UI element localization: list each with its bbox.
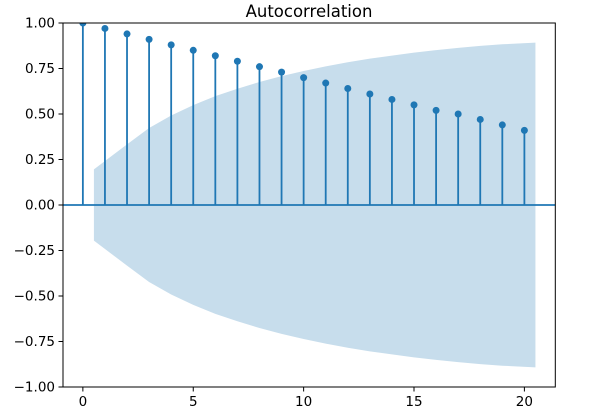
marker-lag-7	[233, 57, 241, 65]
y-tick-label: 0.25	[25, 152, 55, 168]
marker-lag-2	[123, 30, 131, 38]
marker-lag-11	[322, 79, 330, 87]
y-tick-label: 0.75	[25, 61, 55, 77]
marker-lag-12	[344, 85, 352, 93]
y-tick-label: −0.25	[14, 243, 55, 259]
marker-lag-5	[189, 46, 197, 54]
x-tick-label: 5	[189, 394, 198, 410]
marker-lag-9	[278, 68, 286, 76]
x-tick-label: 10	[295, 394, 312, 410]
marker-lag-10	[300, 74, 308, 82]
acf-markers	[79, 23, 528, 134]
marker-lag-15	[410, 101, 418, 109]
marker-lag-4	[167, 41, 175, 49]
x-axis-ticks: 0 5 10 15 20	[79, 387, 533, 410]
marker-lag-16	[432, 106, 440, 114]
y-tick-label: 1.00	[25, 15, 55, 31]
y-tick-label: 0.50	[25, 106, 55, 122]
y-axis-ticks: 1.00 0.75 0.50 0.25 0.00 −0.25 −0.50 −0.75 −1.00	[14, 15, 63, 395]
marker-lag-17	[454, 110, 462, 118]
marker-lag-13	[366, 90, 374, 98]
marker-lag-1	[101, 24, 109, 32]
marker-lag-6	[211, 52, 219, 60]
marker-lag-20	[520, 126, 528, 134]
x-tick-label: 0	[79, 394, 88, 410]
marker-lag-3	[145, 35, 153, 43]
marker-lag-0	[79, 23, 87, 27]
chart-title: Autocorrelation	[246, 2, 373, 21]
marker-lag-8	[255, 63, 263, 71]
marker-lag-18	[476, 115, 484, 123]
marker-lag-19	[498, 121, 506, 129]
x-tick-label: 15	[405, 394, 422, 410]
y-tick-label: −0.50	[14, 288, 55, 304]
y-tick-label: 0.00	[25, 197, 55, 213]
x-tick-label: 20	[516, 394, 533, 410]
y-tick-label: −0.75	[14, 334, 55, 350]
marker-lag-14	[388, 95, 396, 103]
acf-stems	[81, 23, 526, 205]
y-tick-label: −1.00	[14, 379, 55, 395]
